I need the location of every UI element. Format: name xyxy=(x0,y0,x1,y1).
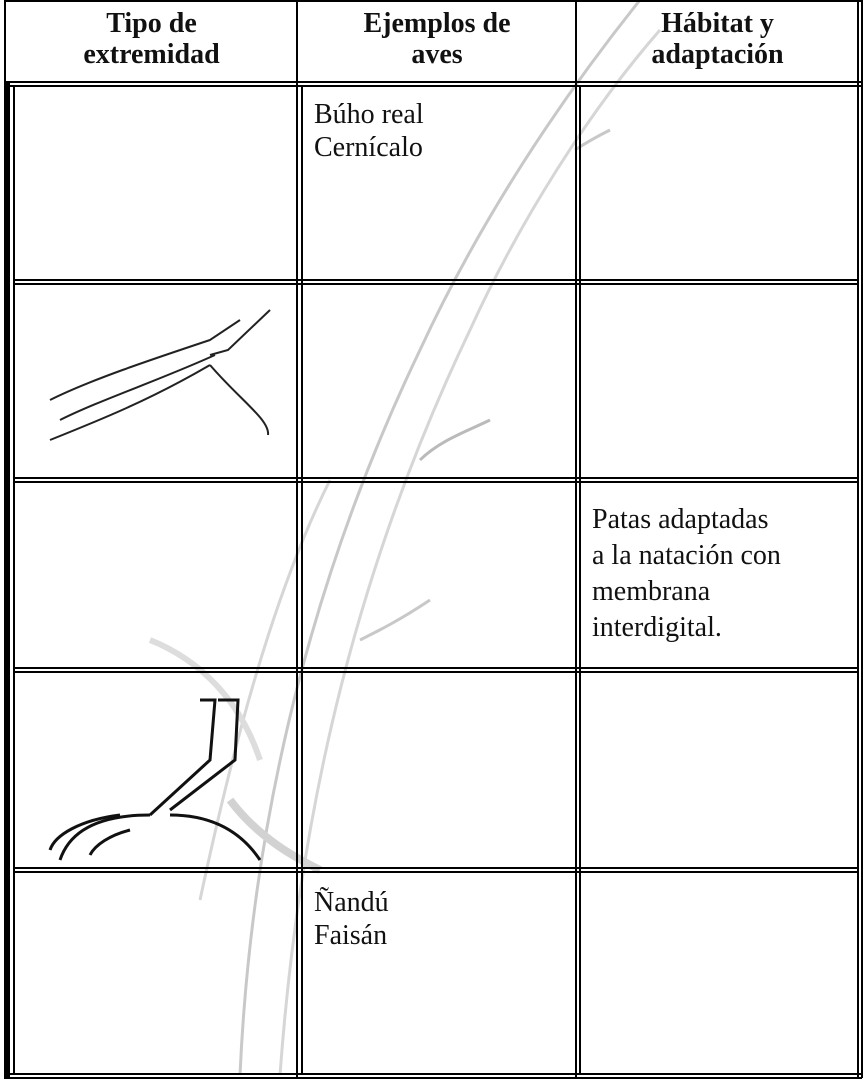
header-text: Ejemplos de xyxy=(363,8,511,39)
header-text: extremidad xyxy=(83,39,220,70)
header-cell: Ejemplos de aves xyxy=(298,0,576,82)
header-cell: Tipo de extremidad xyxy=(6,0,297,82)
habitat-text: membrana xyxy=(592,576,711,607)
habitat-text: a la natación con xyxy=(592,540,781,571)
habitat-text: interdigital. xyxy=(592,612,722,643)
habitat-cell: Patas adaptadas a la natación con membra… xyxy=(580,492,858,646)
birds-cell: Ñandú Faisán xyxy=(302,876,576,952)
habitat-text: Patas adaptadas xyxy=(592,504,769,535)
header-text: aves xyxy=(411,39,463,70)
bird-name: Ñandú xyxy=(314,887,389,918)
header-text: adaptación xyxy=(651,39,784,70)
birds-cell: Búho real Cernícalo xyxy=(302,88,576,164)
bird-name: Búho real xyxy=(314,99,424,130)
header-text: Tipo de xyxy=(106,8,197,39)
header-cell: Hábitat y adaptación xyxy=(577,0,858,82)
bird-name: Faisán xyxy=(314,920,388,951)
bird-name: Cernícalo xyxy=(314,132,423,163)
header-text: Hábitat y xyxy=(661,8,774,39)
